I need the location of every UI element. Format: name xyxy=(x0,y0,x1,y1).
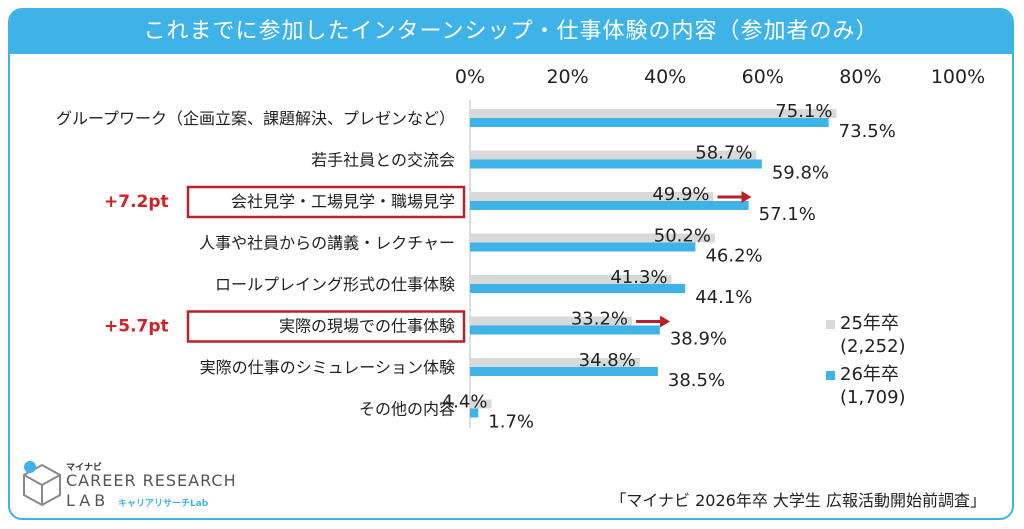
career-research-lab-logo: マイナビ CAREER RESEARCH LAB キャリアリサーチLab xyxy=(20,457,240,517)
category-label: 若手社員との交流会 xyxy=(311,151,455,170)
bar-25 xyxy=(470,275,672,284)
chart-frame: これまでに参加したインターンシップ・仕事体験の内容（参加者のみ） xyxy=(8,8,1014,520)
bar-26 xyxy=(470,118,829,127)
legend-label-25: 25年卒 xyxy=(840,313,899,334)
x-tick-label: 100% xyxy=(931,66,985,88)
category-label: 人事や社員からの講義・レクチャー xyxy=(199,234,455,253)
highlight-box xyxy=(186,310,466,343)
bar-26 xyxy=(470,284,686,293)
bar-25 xyxy=(470,399,492,409)
value-label-26: 73.5% xyxy=(839,121,896,142)
highlight-box xyxy=(186,185,466,219)
difference-label: +5.7pt xyxy=(104,317,169,337)
difference-label: +7.2pt xyxy=(104,192,169,212)
category-label: 実際の現場での仕事体験 xyxy=(279,317,455,336)
logo-main-text: CAREER RESEARCH xyxy=(66,471,237,490)
x-tick-label: 20% xyxy=(546,66,588,88)
value-label-26: 59.8% xyxy=(772,163,829,184)
x-tick-label: 60% xyxy=(742,66,784,88)
category-label: グループワーク（企画立案、課題解決、プレゼンなど） xyxy=(56,109,455,128)
bar-26 xyxy=(470,325,660,335)
chart-title: これまでに参加したインターンシップ・仕事体験の内容（参加者のみ） xyxy=(10,10,1012,54)
value-label-25: 41.3% xyxy=(610,267,667,288)
cube-logo-icon xyxy=(23,461,61,507)
bar-25 xyxy=(470,109,837,118)
value-label-25: 75.1% xyxy=(775,101,832,122)
x-tick-label: 40% xyxy=(644,66,686,88)
bar-25 xyxy=(470,150,757,160)
bar-25 xyxy=(470,358,640,367)
value-label-26: 57.1% xyxy=(759,204,816,225)
category-label: 会社見学・工場見学・職場見学 xyxy=(231,192,455,211)
bar-26 xyxy=(470,367,658,376)
increase-arrow-icon xyxy=(741,191,752,203)
bar-25 xyxy=(470,316,633,326)
value-label-26: 38.5% xyxy=(668,370,725,391)
legend-swatch-26 xyxy=(826,371,835,380)
bar-25 xyxy=(470,233,715,243)
bar-26 xyxy=(470,242,696,252)
source-note: 「マイナビ 2026年卒 大学生 広報活動開始前調査」 xyxy=(610,491,986,510)
value-label-26: 1.7% xyxy=(488,412,534,433)
logo-small-text: マイナビ xyxy=(66,463,102,473)
x-tick-label: 0% xyxy=(455,66,485,88)
bar-26 xyxy=(470,408,479,418)
value-label-25: 50.2% xyxy=(654,226,711,247)
value-label-25: 49.9% xyxy=(652,184,709,205)
value-label-26: 46.2% xyxy=(705,246,762,267)
legend-swatch-25 xyxy=(826,320,835,329)
value-label-26: 38.9% xyxy=(670,329,727,350)
bar-26 xyxy=(470,159,762,169)
logo-kana-text: キャリアリサーチLab xyxy=(118,499,209,509)
value-label-25: 4.4% xyxy=(442,392,488,413)
increase-arrow-icon xyxy=(660,315,671,328)
legend-label-26: 26年卒 xyxy=(840,364,899,385)
value-label-25: 34.8% xyxy=(579,350,636,371)
category-label: ロールプレイング形式の仕事体験 xyxy=(215,275,455,294)
value-label-25: 58.7% xyxy=(695,143,752,164)
category-label: その他の内容 xyxy=(359,400,455,419)
category-label: 実際の仕事のシミュレーション体験 xyxy=(200,358,455,377)
logo-lab-text: LAB xyxy=(66,491,110,510)
bar-26 xyxy=(470,201,749,210)
bar-25 xyxy=(470,192,714,201)
legend-n-25: (2,252) xyxy=(840,336,906,357)
legend-n-26: (1,709) xyxy=(840,387,906,408)
x-tick-label: 80% xyxy=(839,66,881,88)
value-label-26: 44.1% xyxy=(695,287,752,308)
value-label-25: 33.2% xyxy=(571,309,628,330)
